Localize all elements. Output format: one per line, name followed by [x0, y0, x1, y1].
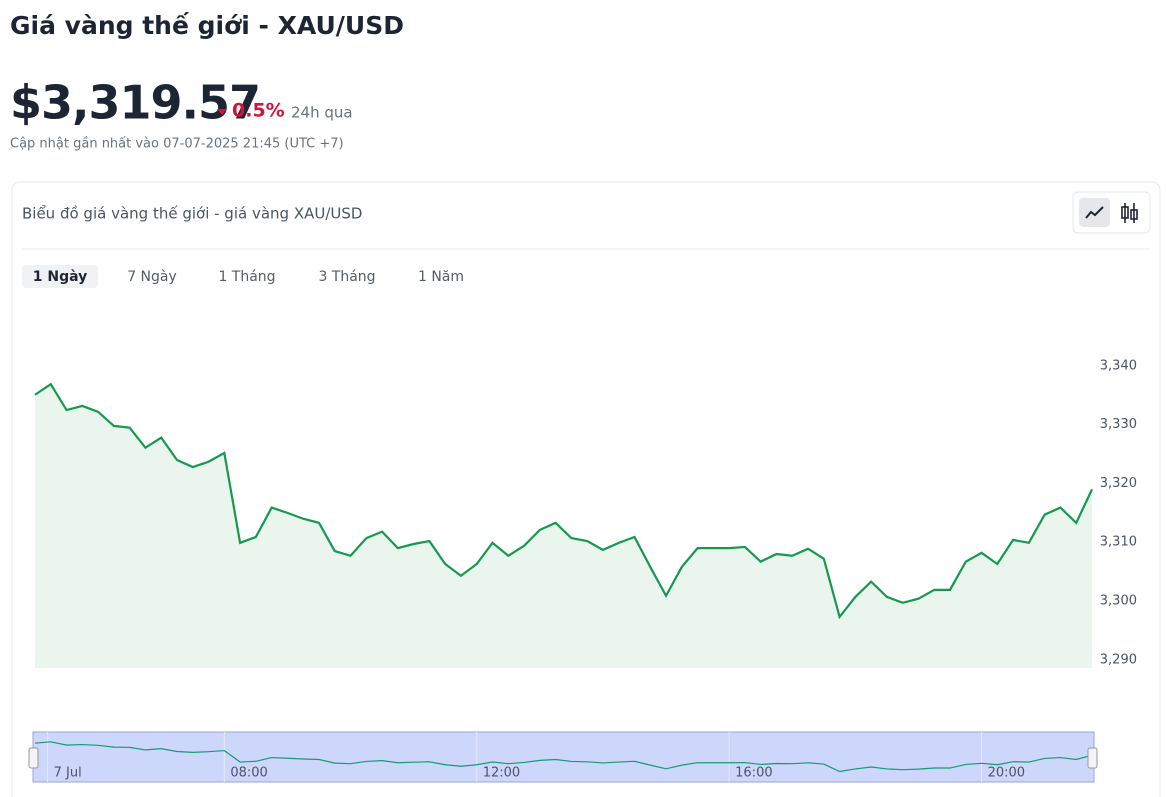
y-tick-label: 3,300	[1100, 594, 1137, 609]
y-tick-label: 3,340	[1100, 358, 1137, 373]
candle-view-button[interactable]	[1121, 203, 1138, 223]
down-arrow	[217, 109, 227, 115]
x-tick-label: 7 Jul	[54, 766, 82, 781]
x-tick-label: 08:00	[230, 766, 267, 781]
price: $3,319.57	[10, 76, 260, 130]
navigator-line	[34, 741, 1093, 773]
navigator	[32, 731, 1095, 783]
range-tab[interactable]: 7 Ngày	[127, 269, 177, 285]
y-tick-label: 3,310	[1100, 535, 1137, 550]
y-tick-label: 3,290	[1100, 652, 1137, 667]
updated-time: Cập nhật gần nhất vào 07-07-2025 21:45 (…	[10, 137, 344, 152]
range-tab[interactable]: 1 Năm	[418, 269, 464, 285]
change-period: 24h qua	[291, 104, 353, 122]
range-tab[interactable]: 1 Ngày	[33, 269, 88, 285]
y-tick-label: 3,320	[1100, 476, 1137, 491]
range-tab[interactable]: 1 Tháng	[218, 269, 275, 285]
page-title: Giá vàng thế giới - XAU/USD	[10, 11, 404, 40]
y-tick-label: 3,330	[1100, 417, 1137, 432]
line-view-button[interactable]	[1079, 198, 1110, 227]
navigator-handle[interactable]	[1087, 747, 1098, 769]
x-tick-label: 16:00	[735, 766, 772, 781]
card-title: Biểu đồ giá vàng thế giới - giá vàng XAU…	[22, 205, 362, 223]
navigator-handle[interactable]	[28, 747, 39, 769]
price-change: 0.5%	[232, 100, 285, 122]
price-line	[34, 382, 1093, 620]
x-tick-label: 20:00	[988, 766, 1025, 781]
range-tab[interactable]: 3 Tháng	[318, 269, 375, 285]
x-tick-label: 12:00	[483, 766, 520, 781]
price-area	[35, 384, 1092, 668]
line-icon	[1085, 206, 1104, 219]
tab-active-bg	[22, 265, 98, 288]
